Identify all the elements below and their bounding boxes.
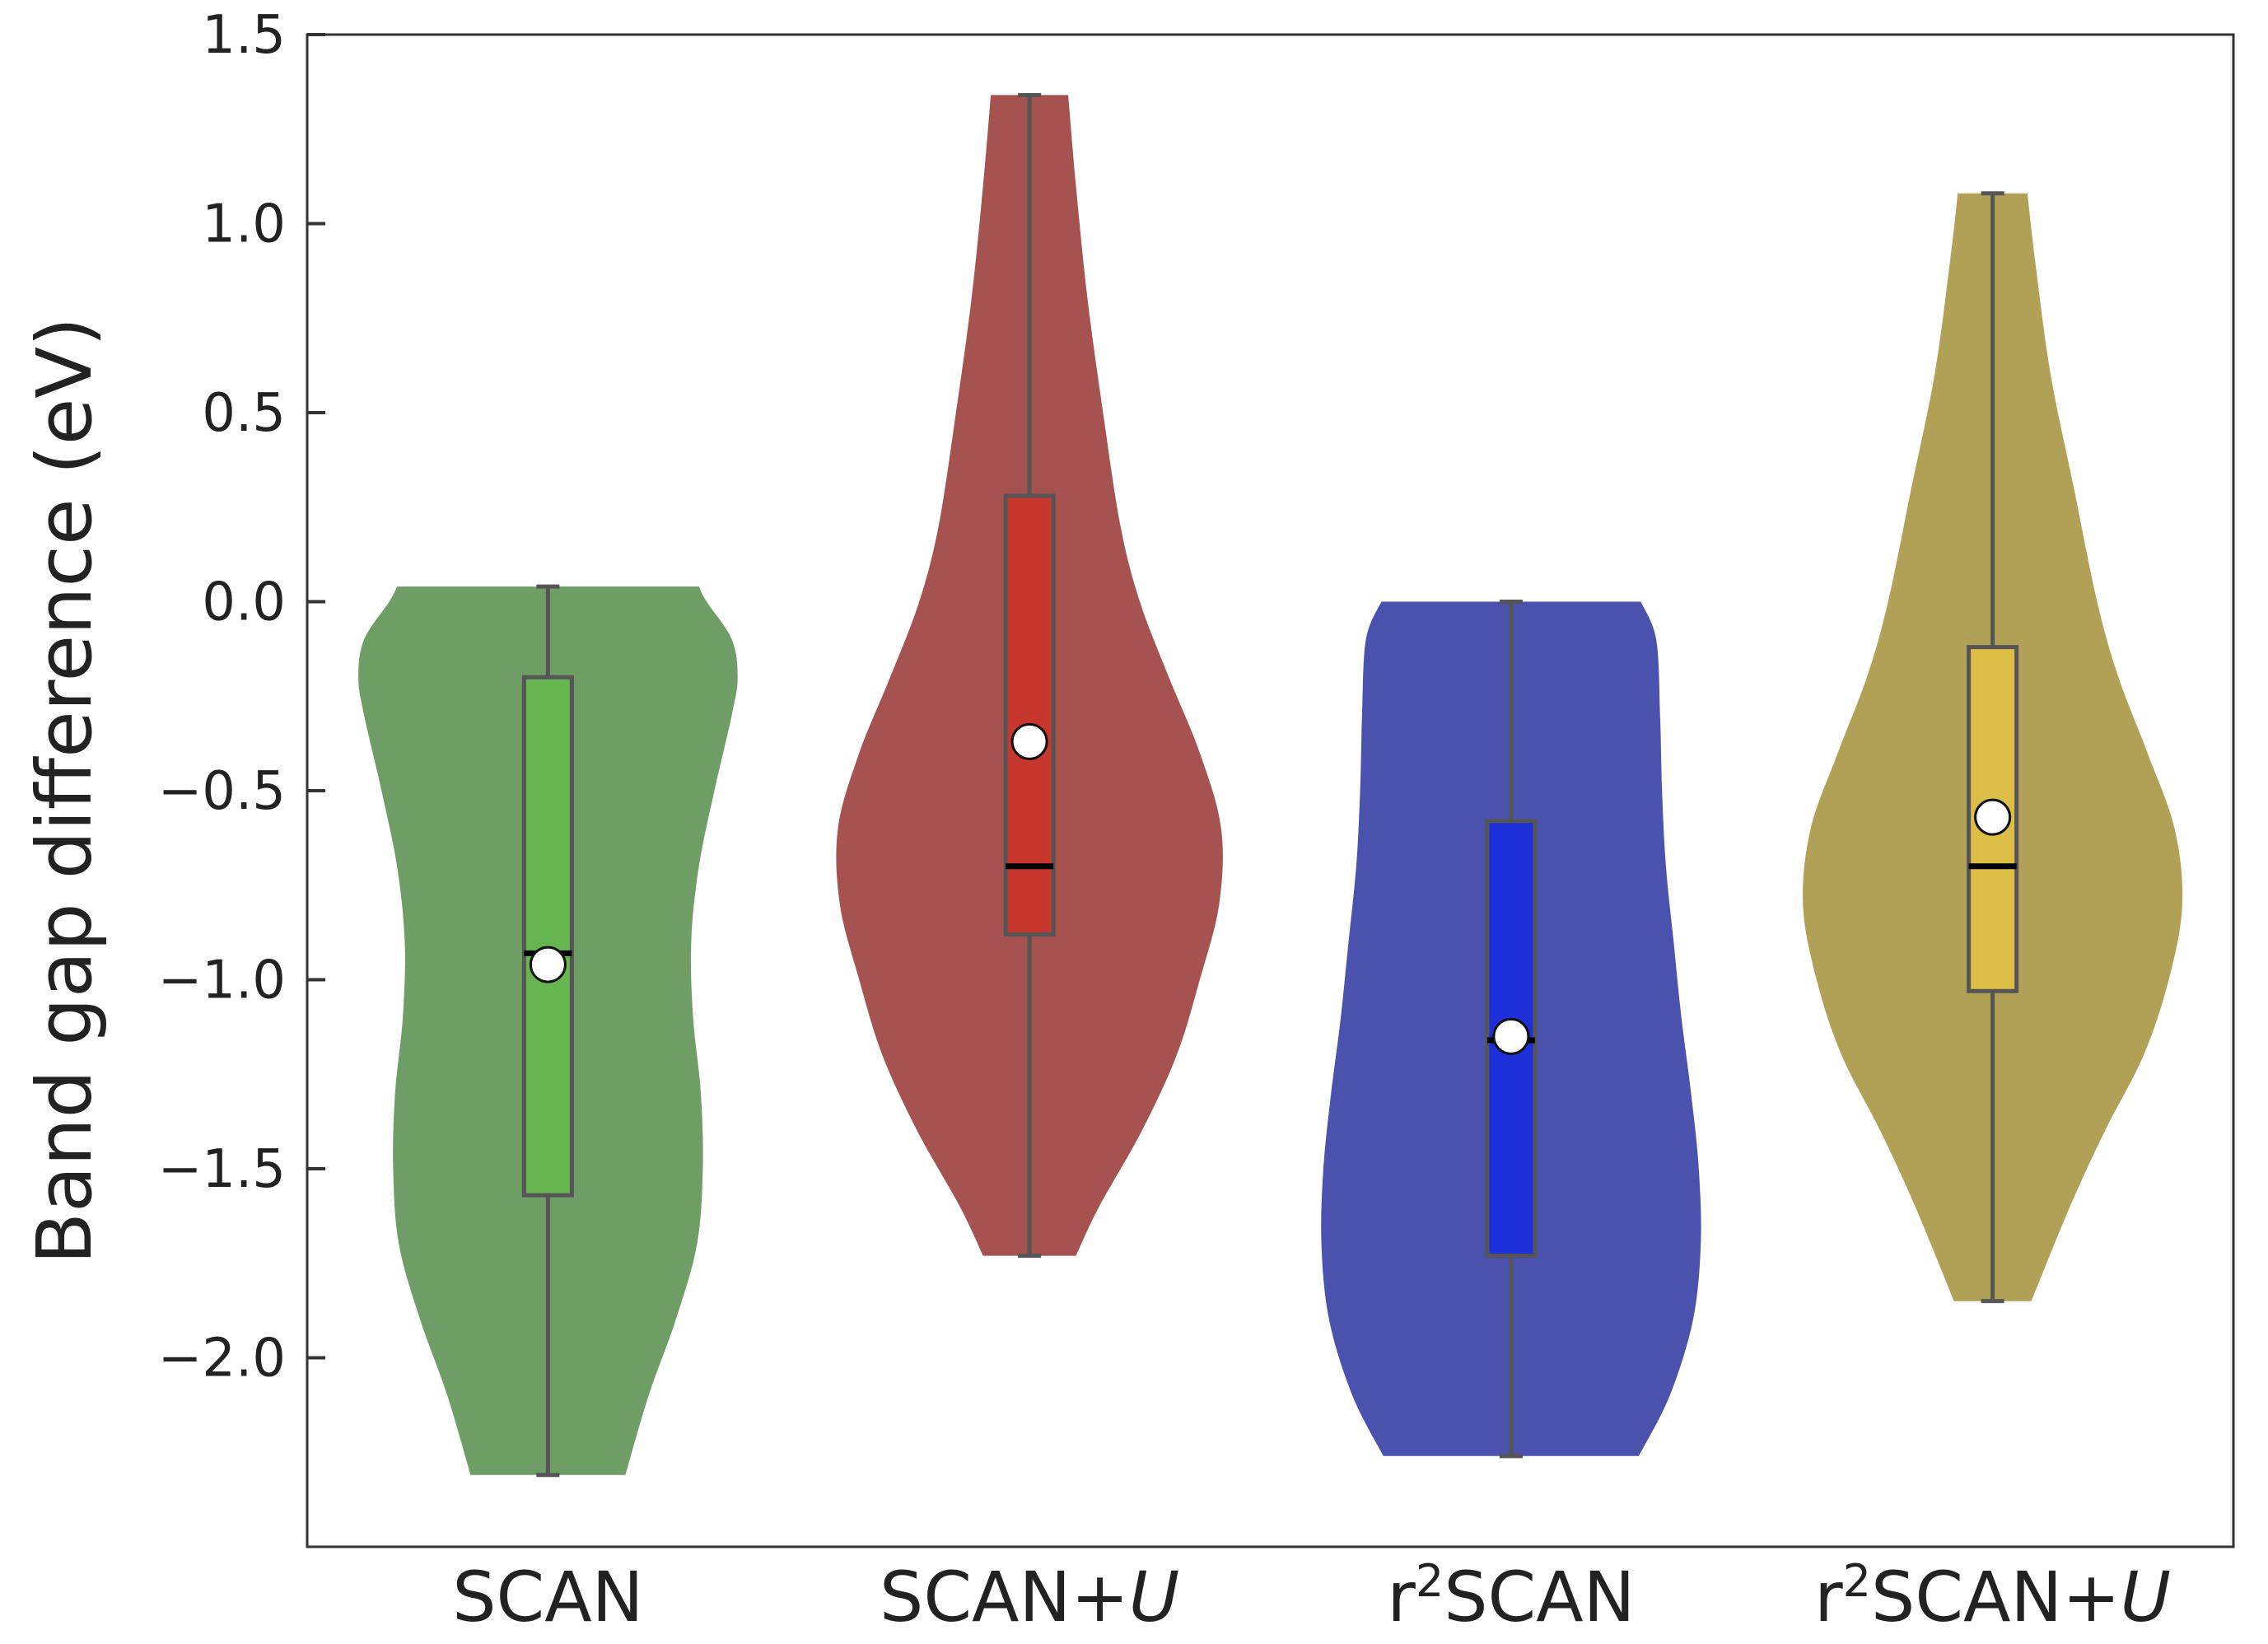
category-label-italic: U <box>1129 1557 1179 1637</box>
category-label-prefix: r <box>1387 1557 1416 1637</box>
y-tick-label: −0.5 <box>158 761 286 822</box>
category-label-main: SCAN+ <box>1871 1557 2121 1637</box>
boxes-layer <box>521 92 2019 1478</box>
x-category-label: SCAN <box>452 1557 643 1637</box>
category-label-superscript: 2 <box>1416 1555 1444 1607</box>
y-tick-label: −2.0 <box>158 1329 286 1389</box>
mean-marker <box>529 946 567 983</box>
x-axis: SCAN SCAN+U r2SCAN r2SCAN+U <box>452 1555 2171 1637</box>
category-label-prefix: r <box>1814 1557 1843 1637</box>
category-label-italic: U <box>2121 1557 2171 1637</box>
y-tick-label: −1.5 <box>158 1139 286 1200</box>
y-tick-label: −1.0 <box>158 950 286 1011</box>
category-label-superscript: 2 <box>1843 1555 1871 1607</box>
mean-marker <box>1974 798 2012 836</box>
iqr-box <box>521 675 574 1198</box>
mean-marker <box>1010 722 1048 760</box>
y-tick-label: 0.0 <box>202 572 286 633</box>
iqr-box <box>1003 493 1056 936</box>
x-category-label: r2SCAN <box>1387 1555 1635 1637</box>
y-axis: 1.5 1.0 0.5 0.0 −0.5 −1.0 −1.5 −2.0 <box>158 5 325 1389</box>
y-tick-label: 0.5 <box>202 383 286 444</box>
y-tick-label: 1.5 <box>202 5 286 66</box>
category-label-main: SCAN <box>452 1557 643 1637</box>
y-tick-label: 1.0 <box>202 194 286 255</box>
x-category-label: r2SCAN+U <box>1814 1555 2171 1637</box>
x-category-label: SCAN+U <box>880 1557 1179 1637</box>
mean-marker <box>1492 1017 1530 1055</box>
violins-layer <box>358 95 2183 1475</box>
category-label-main: SCAN+ <box>880 1557 1129 1637</box>
y-axis-title: Band gap difference (eV) <box>21 317 109 1264</box>
category-label-main: SCAN <box>1444 1557 1635 1637</box>
